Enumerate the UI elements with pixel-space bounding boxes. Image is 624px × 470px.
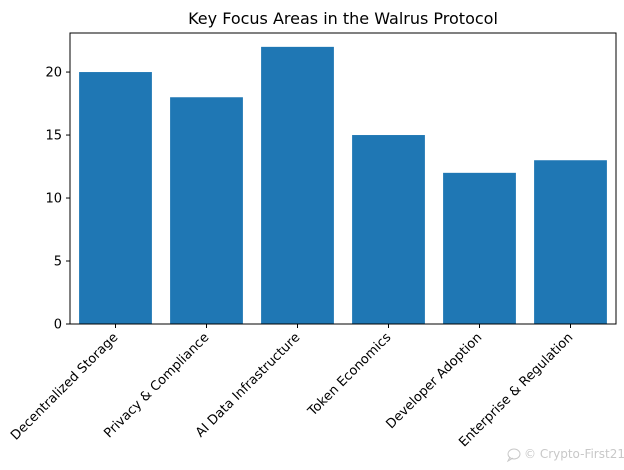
bars [79, 46, 607, 325]
y-tick-label-0: 0 [54, 318, 62, 333]
bar-3 [352, 135, 425, 324]
bar-2 [261, 46, 334, 324]
x-tick-label-1: Privacy & Compliance [101, 330, 212, 441]
x-tick-label-2: AI Data Infrastructure [193, 330, 303, 440]
y-tick-label-4: 20 [45, 66, 62, 81]
watermark-text: © Crypto-First21 [524, 447, 624, 461]
watermark: © Crypto-First21 [506, 447, 624, 463]
plot-frame [69, 32, 617, 325]
chat-bubble-icon [506, 448, 521, 463]
bar-5 [534, 160, 607, 324]
x-tick-label-4: Developer Adoption [383, 330, 485, 432]
y-tick-label-2: 10 [45, 192, 62, 207]
y-axis-ticks: 0 5 10 15 20 [45, 66, 70, 333]
bar-0 [79, 72, 152, 325]
y-tick-label-3: 15 [45, 129, 62, 144]
bar-1 [170, 97, 243, 324]
x-tick-label-3: Token Economics [305, 330, 395, 420]
y-tick-label-1: 5 [54, 255, 62, 270]
bar-4 [443, 172, 516, 324]
chart-title: Key Focus Areas in the Walrus Protocol [188, 9, 498, 28]
